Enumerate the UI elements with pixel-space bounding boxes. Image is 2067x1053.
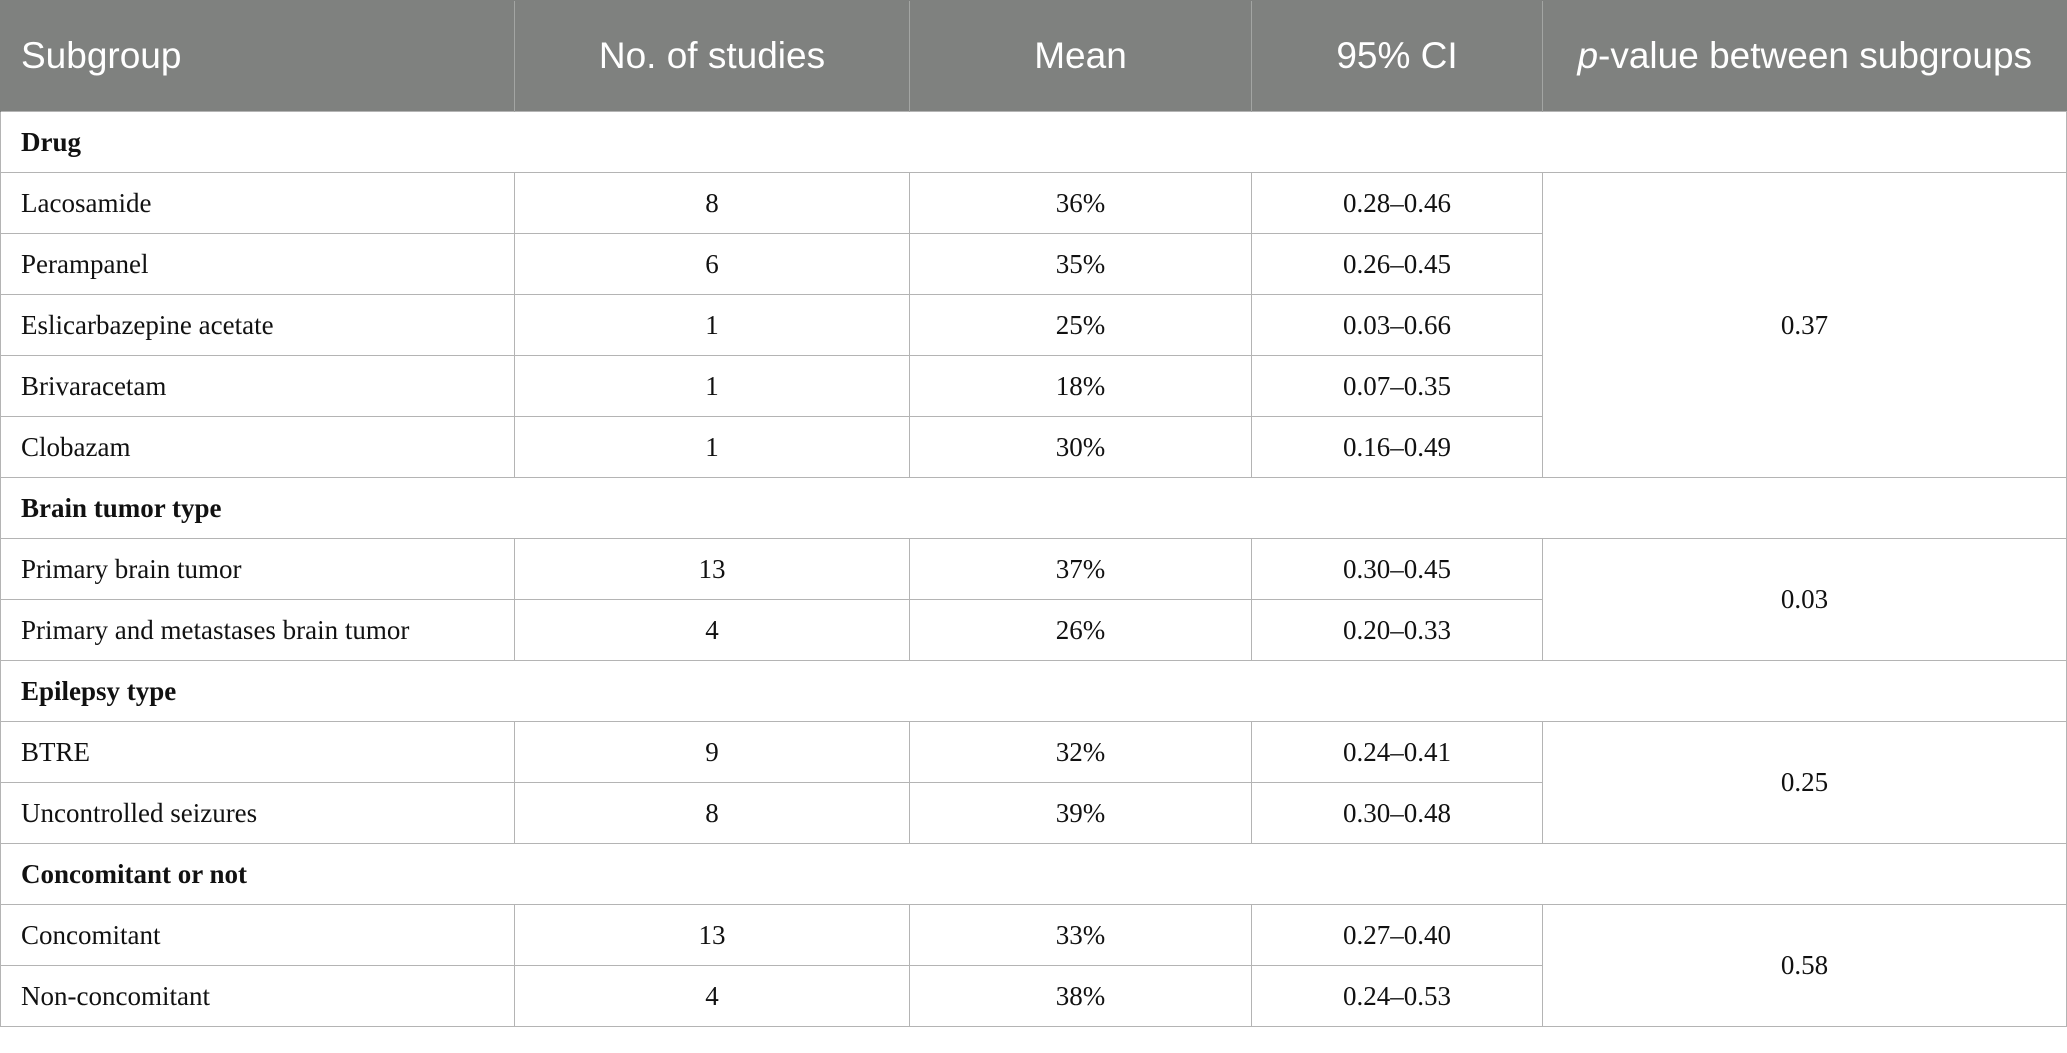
subgroup-name-cell: Primary brain tumor	[0, 538, 515, 600]
header-subgroup: Subgroup	[0, 0, 515, 112]
table-row: Brivaracetam 1 18% 0.07–0.35	[0, 355, 2067, 417]
table-row: Primary and metastases brain tumor 4 26% 0.…	[0, 599, 2067, 661]
no-of-studies-cell: 4	[514, 599, 910, 661]
mean-cell: 35%	[909, 233, 1252, 295]
header-95-ci: 95% CI	[1251, 0, 1543, 112]
subgroup-name-cell: Uncontrolled seizures	[0, 782, 515, 844]
table-row: BTRE 9 32% 0.24–0.41 0.25	[0, 721, 2067, 844]
section-title: Epilepsy type	[0, 660, 2067, 722]
ci-cell: 0.27–0.40	[1251, 904, 1543, 966]
mean-cell: 38%	[909, 965, 1252, 1027]
mean-cell: 33%	[909, 904, 1252, 966]
subgroup-name-cell: Eslicarbazepine acetate	[0, 294, 515, 356]
subgroup-name-cell: Concomitant	[0, 904, 515, 966]
mean-cell: 39%	[909, 782, 1252, 844]
table-row: Concomitant 13 33% 0.27–0.40 0.58	[0, 904, 2067, 1027]
subgroup-analysis-table-container: Subgroup No. of studies Mean 95% CI p-va…	[0, 0, 2067, 1027]
no-of-studies-cell: 13	[514, 904, 910, 966]
subgroup-name-cell: BTRE	[0, 721, 515, 783]
no-of-studies-cell: 1	[514, 294, 910, 356]
subgroup-name-cell: Lacosamide	[0, 172, 515, 234]
section-title: Brain tumor type	[0, 477, 2067, 539]
table-row: Clobazam 1 30% 0.16–0.49	[0, 416, 2067, 478]
no-of-studies-cell: 8	[514, 782, 910, 844]
ci-cell: 0.30–0.45	[1251, 538, 1543, 600]
p-value-cell: 0.25	[1542, 721, 2067, 844]
header-p-italic: p	[1577, 35, 1599, 76]
subgroup-name-cell: Perampanel	[0, 233, 515, 295]
ci-cell: 0.16–0.49	[1251, 416, 1543, 478]
ci-cell: 0.20–0.33	[1251, 599, 1543, 661]
no-of-studies-cell: 1	[514, 355, 910, 417]
ci-cell: 0.07–0.35	[1251, 355, 1543, 417]
section-title: Concomitant or not	[0, 843, 2067, 905]
section-title: Drug	[0, 111, 2067, 173]
mean-cell: 18%	[909, 355, 1252, 417]
table-row: Non-concomitant 4 38% 0.24–0.53	[0, 965, 2067, 1027]
mean-cell: 32%	[909, 721, 1252, 783]
table-row: Primary brain tumor 13 37% 0.30–0.45 0.03	[0, 538, 2067, 661]
subgroup-analysis-table: Subgroup No. of studies Mean 95% CI p-va…	[0, 0, 2067, 1027]
header-mean: Mean	[909, 0, 1252, 112]
section-header-row: Drug	[0, 111, 2067, 173]
p-value-cell: 0.37	[1542, 172, 2067, 478]
subgroup-name-cell: Clobazam	[0, 416, 515, 478]
ci-cell: 0.03–0.66	[1251, 294, 1543, 356]
ci-cell: 0.24–0.41	[1251, 721, 1543, 783]
no-of-studies-cell: 1	[514, 416, 910, 478]
header-p-rest: -value between subgroups	[1598, 35, 2033, 76]
table-body: Drug Lacosamide 8 36% 0.28–0.46 0.37 Perampane…	[0, 111, 2067, 1027]
subgroup-name-cell: Brivaracetam	[0, 355, 515, 417]
section-header-row: Epilepsy type	[0, 660, 2067, 722]
mean-cell: 26%	[909, 599, 1252, 661]
no-of-studies-cell: 9	[514, 721, 910, 783]
mean-cell: 30%	[909, 416, 1252, 478]
subgroup-name-cell: Primary and metastases brain tumor	[0, 599, 515, 661]
ci-cell: 0.24–0.53	[1251, 965, 1543, 1027]
header-no-of-studies: No. of studies	[514, 0, 910, 112]
table-row: Perampanel 6 35% 0.26–0.45	[0, 233, 2067, 295]
ci-cell: 0.26–0.45	[1251, 233, 1543, 295]
subgroup-name-cell: Non-concomitant	[0, 965, 515, 1027]
mean-cell: 36%	[909, 172, 1252, 234]
ci-cell: 0.30–0.48	[1251, 782, 1543, 844]
section-header-row: Brain tumor type	[0, 477, 2067, 539]
ci-cell: 0.28–0.46	[1251, 172, 1543, 234]
p-value-cell: 0.58	[1542, 904, 2067, 1027]
mean-cell: 25%	[909, 294, 1252, 356]
mean-cell: 37%	[909, 538, 1252, 600]
no-of-studies-cell: 8	[514, 172, 910, 234]
section-header-row: Concomitant or not	[0, 843, 2067, 905]
header-row: Subgroup No. of studies Mean 95% CI p-va…	[0, 0, 2067, 112]
no-of-studies-cell: 13	[514, 538, 910, 600]
table-header: Subgroup No. of studies Mean 95% CI p-va…	[0, 0, 2067, 112]
header-p-value: p-value between subgroups	[1542, 0, 2067, 112]
table-row: Lacosamide 8 36% 0.28–0.46 0.37	[0, 172, 2067, 478]
p-value-cell: 0.03	[1542, 538, 2067, 661]
no-of-studies-cell: 6	[514, 233, 910, 295]
no-of-studies-cell: 4	[514, 965, 910, 1027]
